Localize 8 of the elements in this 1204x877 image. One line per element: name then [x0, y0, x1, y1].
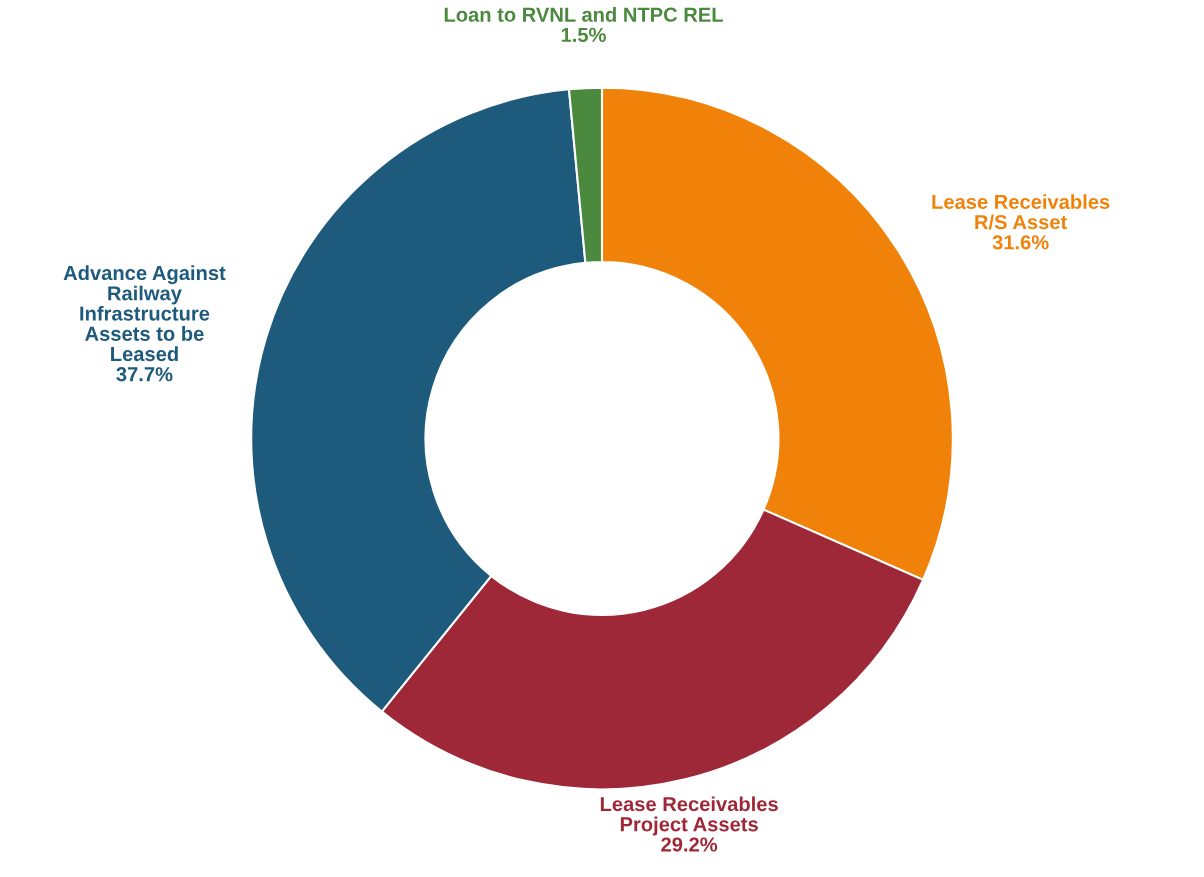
data-label: 29.2%: [661, 837, 718, 852]
data-label: 31.6%: [992, 235, 1049, 250]
slice-label: Lease Receivables R/S Asset: [932, 194, 1110, 230]
data-label: 37.7%: [116, 367, 173, 382]
slice-label: Lease Receivables Project Assets: [600, 796, 778, 836]
slice-label: Loan to RVNL and NTPC REL: [444, 7, 723, 22]
data-label: 1.5%: [561, 27, 606, 43]
slice-label: Advance Against Railway Infrastructure Assets to be Leased: [63, 265, 226, 362]
